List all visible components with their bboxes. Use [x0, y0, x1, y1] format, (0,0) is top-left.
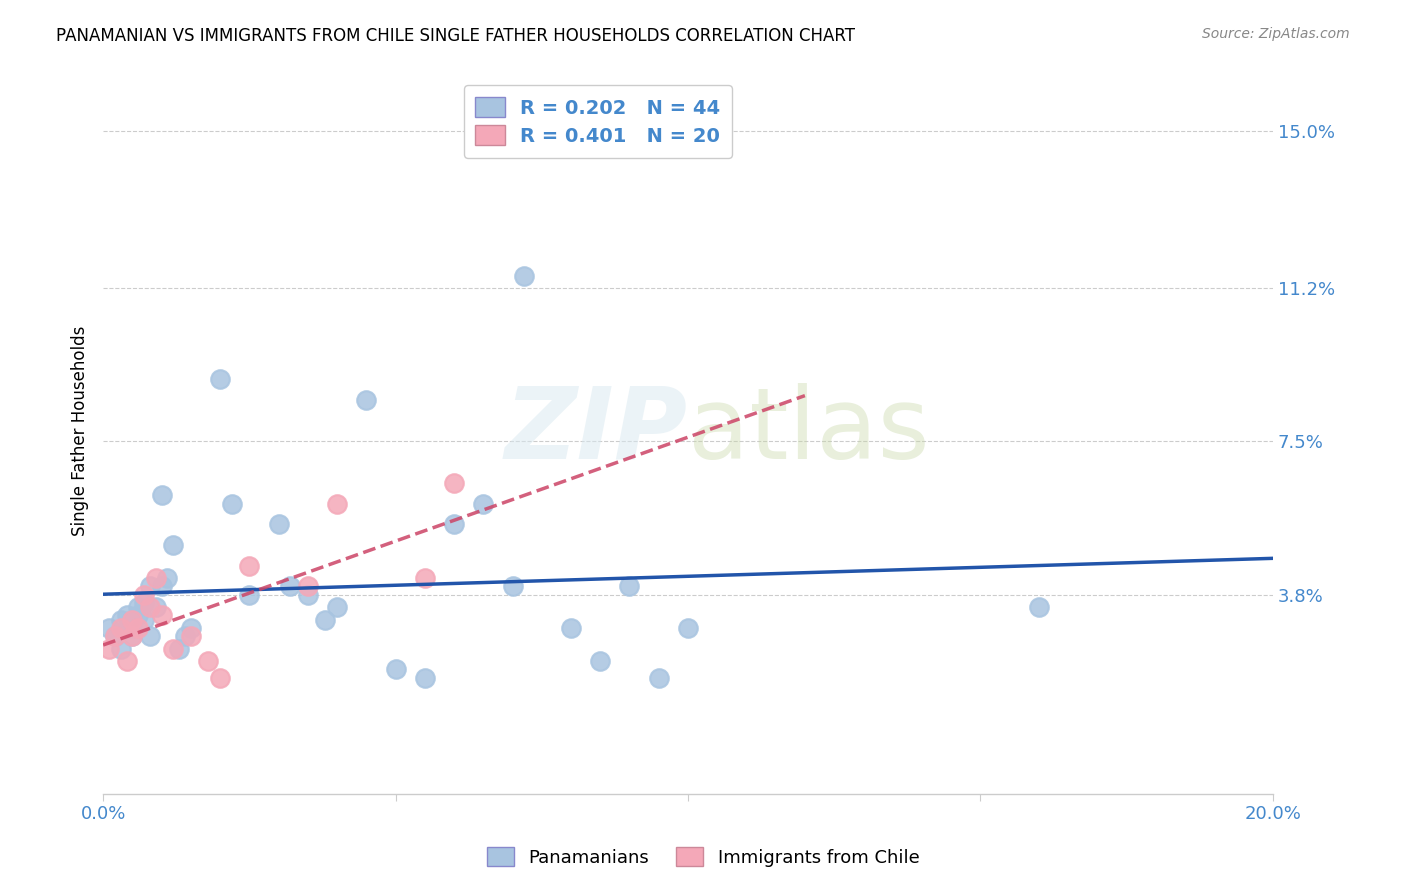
Point	[115, 608, 138, 623]
Point	[413, 671, 436, 685]
Point	[145, 600, 167, 615]
Point	[314, 613, 336, 627]
Point	[132, 596, 155, 610]
Text: atlas: atlas	[688, 383, 929, 480]
Point	[121, 621, 143, 635]
Point	[443, 475, 465, 490]
Y-axis label: Single Father Households: Single Father Households	[72, 326, 89, 536]
Point	[127, 600, 149, 615]
Point	[197, 654, 219, 668]
Point	[297, 588, 319, 602]
Point	[180, 629, 202, 643]
Point	[139, 629, 162, 643]
Point	[1028, 600, 1050, 615]
Point	[127, 608, 149, 623]
Point	[115, 654, 138, 668]
Point	[110, 621, 132, 635]
Point	[145, 571, 167, 585]
Point	[356, 392, 378, 407]
Point	[180, 621, 202, 635]
Point	[139, 579, 162, 593]
Point	[209, 372, 232, 386]
Point	[676, 621, 699, 635]
Point	[238, 558, 260, 573]
Point	[589, 654, 612, 668]
Point	[110, 613, 132, 627]
Text: ZIP: ZIP	[505, 383, 688, 480]
Point	[326, 600, 349, 615]
Point	[150, 579, 173, 593]
Point	[297, 579, 319, 593]
Point	[121, 613, 143, 627]
Point	[132, 613, 155, 627]
Point	[502, 579, 524, 593]
Point	[162, 641, 184, 656]
Text: PANAMANIAN VS IMMIGRANTS FROM CHILE SINGLE FATHER HOUSEHOLDS CORRELATION CHART: PANAMANIAN VS IMMIGRANTS FROM CHILE SING…	[56, 27, 855, 45]
Point	[221, 497, 243, 511]
Point	[162, 538, 184, 552]
Point	[104, 629, 127, 643]
Point	[104, 629, 127, 643]
Point	[513, 268, 536, 283]
Legend: Panamanians, Immigrants from Chile: Panamanians, Immigrants from Chile	[479, 840, 927, 874]
Point	[98, 641, 121, 656]
Point	[150, 608, 173, 623]
Text: Source: ZipAtlas.com: Source: ZipAtlas.com	[1202, 27, 1350, 41]
Point	[413, 571, 436, 585]
Point	[238, 588, 260, 602]
Point	[127, 621, 149, 635]
Point	[132, 588, 155, 602]
Point	[326, 497, 349, 511]
Point	[267, 517, 290, 532]
Point	[443, 517, 465, 532]
Point	[98, 621, 121, 635]
Point	[209, 671, 232, 685]
Point	[647, 671, 669, 685]
Point	[560, 621, 582, 635]
Point	[472, 497, 495, 511]
Point	[150, 488, 173, 502]
Point	[619, 579, 641, 593]
Point	[278, 579, 301, 593]
Point	[174, 629, 197, 643]
Point	[384, 662, 406, 676]
Point	[139, 600, 162, 615]
Point	[121, 629, 143, 643]
Point	[121, 629, 143, 643]
Point	[110, 641, 132, 656]
Point	[156, 571, 179, 585]
Point	[121, 613, 143, 627]
Point	[167, 641, 190, 656]
Point	[115, 621, 138, 635]
Legend: R = 0.202   N = 44, R = 0.401   N = 20: R = 0.202 N = 44, R = 0.401 N = 20	[464, 86, 733, 158]
